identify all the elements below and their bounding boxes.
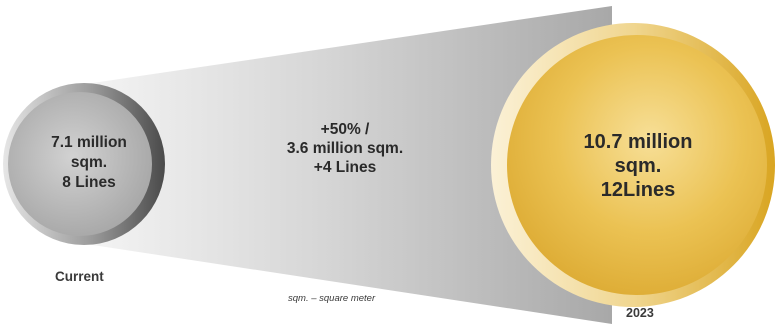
future-year-label: 2023 xyxy=(626,306,654,320)
current-label: Current xyxy=(55,269,104,284)
current-capacity-text: 7.1 million sqm. 8 Lines xyxy=(22,113,156,213)
future-capacity-unit: sqm. xyxy=(614,155,662,177)
future-lines: 12Lines xyxy=(600,179,676,201)
current-capacity-value: 7.1 million xyxy=(51,134,127,151)
growth-area: 3.6 million sqm. xyxy=(286,139,404,157)
current-lines: 8 Lines xyxy=(62,174,116,191)
future-capacity-text: 10.7 million sqm. 12Lines xyxy=(540,110,736,222)
growth-funnel xyxy=(86,6,612,324)
future-capacity-value: 10.7 million xyxy=(583,131,693,153)
future-circle xyxy=(507,35,767,295)
footnote: sqm. – square meter xyxy=(288,293,376,304)
current-capacity-unit: sqm. xyxy=(70,154,108,171)
growth-lines: +4 Lines xyxy=(313,158,377,176)
current-circle xyxy=(8,92,152,236)
growth-text: +50% / 3.6 million sqm. +4 Lines xyxy=(245,106,445,190)
growth-percent: +50% / xyxy=(320,120,370,138)
